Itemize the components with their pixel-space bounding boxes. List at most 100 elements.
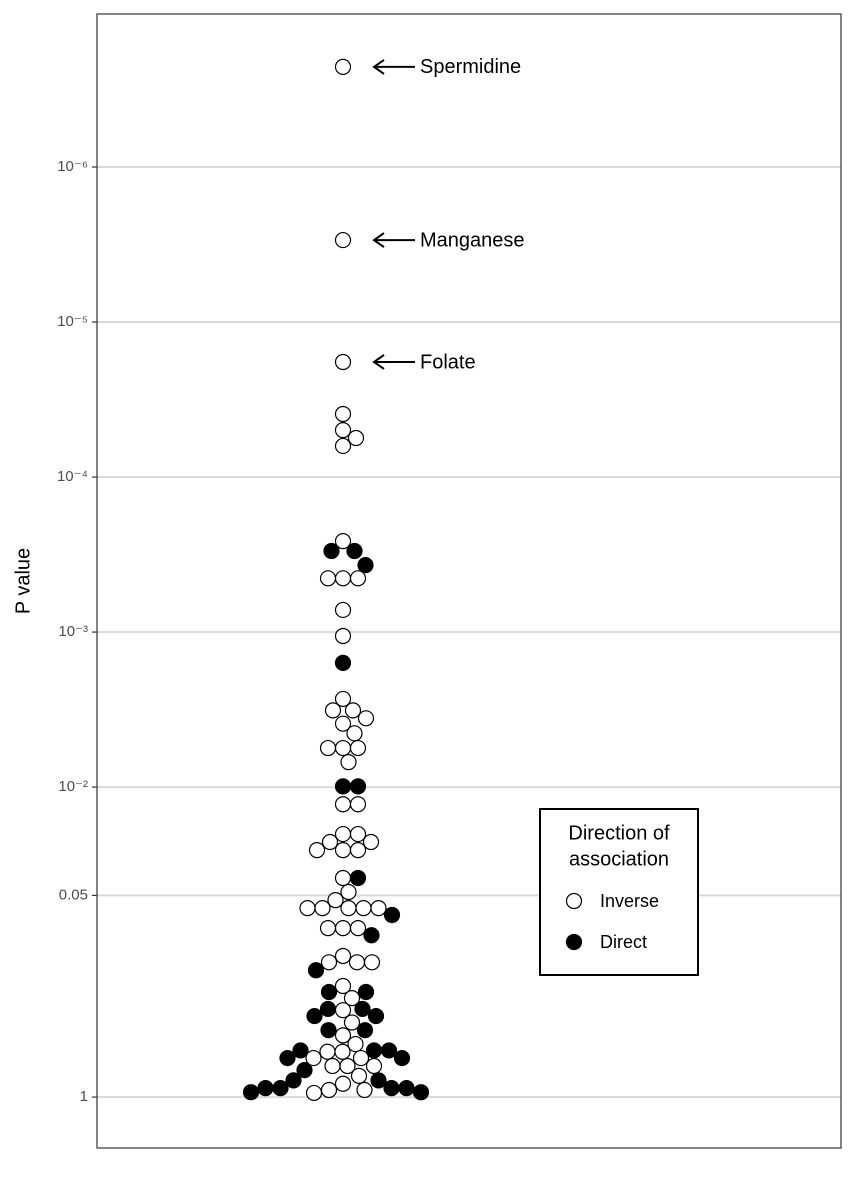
data-point (334, 947, 352, 965)
data-point (334, 422, 352, 439)
data-point (349, 920, 367, 937)
annotation-label: Spermidine (420, 56, 521, 78)
data-point (334, 570, 352, 587)
legend-marker (565, 933, 583, 951)
data-point (334, 825, 352, 843)
data-point (340, 900, 357, 917)
data-point (319, 1043, 336, 1060)
plot-frame (96, 13, 842, 1149)
legend-title: Direction of (568, 822, 670, 844)
data-point (349, 739, 367, 757)
data-point (362, 833, 380, 851)
data-point (296, 1062, 313, 1079)
data-point (363, 927, 380, 944)
data-point (349, 869, 367, 887)
data-point (343, 1014, 361, 1031)
data-point (308, 841, 326, 859)
y-tick-label: 10⁻⁶ (57, 158, 88, 175)
data-point (355, 900, 372, 917)
annotation-arrow (372, 354, 415, 370)
data-point (349, 796, 367, 813)
data-point (334, 437, 352, 455)
data-point (327, 892, 344, 909)
data-point (306, 1007, 323, 1025)
data-point (340, 753, 357, 771)
data-point (365, 1042, 383, 1059)
data-point (412, 1084, 430, 1101)
data-point (348, 954, 366, 971)
data-point (321, 833, 339, 851)
data-point (324, 1057, 341, 1075)
data-point (354, 1000, 371, 1018)
data-point (314, 900, 331, 917)
data-point (398, 1080, 415, 1097)
annotation-label: Manganese (420, 229, 525, 251)
data-point (334, 690, 352, 708)
data-point (334, 920, 352, 937)
annotation-label: Folate (420, 351, 476, 373)
data-point (334, 627, 352, 645)
data-point (334, 353, 352, 371)
data-point (340, 883, 357, 901)
data-point (346, 725, 363, 742)
data-point (352, 1049, 370, 1067)
data-point (334, 1027, 352, 1044)
data-point (349, 825, 367, 843)
data-point (349, 841, 367, 859)
y-tick-label: 1 (80, 1088, 88, 1105)
data-point (292, 1042, 309, 1059)
data-point (363, 954, 381, 971)
data-point (334, 533, 352, 550)
data-point (334, 869, 352, 887)
data-point (305, 1084, 323, 1102)
data-point (334, 654, 352, 671)
annotation-arrow (372, 232, 415, 248)
legend-marker (565, 892, 583, 910)
data-point (305, 1049, 322, 1067)
y-tick-label: 0.05 (59, 886, 88, 903)
data-point (334, 58, 352, 76)
data-point (257, 1080, 274, 1097)
data-point (356, 1081, 373, 1099)
data-point (367, 1007, 385, 1025)
data-point (334, 405, 352, 423)
annotation-arrow (372, 59, 415, 75)
data-point (349, 778, 367, 795)
y-axis-label: P value (12, 548, 34, 614)
data-point (320, 983, 338, 1001)
data-point (343, 990, 361, 1007)
data-point (319, 1000, 337, 1018)
data-point (344, 702, 362, 719)
data-point (285, 1072, 302, 1089)
data-point (334, 715, 352, 732)
data-point (334, 739, 352, 757)
data-point (334, 601, 352, 619)
data-point (357, 983, 375, 1001)
data-point (370, 1072, 387, 1089)
data-point (323, 542, 340, 560)
data-point (272, 1080, 289, 1097)
data-point (320, 1022, 337, 1039)
data-point (334, 1075, 352, 1092)
data-point (319, 739, 337, 757)
data-point (380, 1042, 398, 1059)
y-tick-label: 10⁻⁵ (57, 313, 88, 330)
data-point (299, 900, 316, 917)
data-point (346, 542, 363, 560)
y-tick-label: 10⁻⁴ (57, 468, 88, 485)
data-point (357, 710, 375, 727)
data-point (347, 429, 365, 447)
legend-label: Direct (600, 932, 647, 952)
legend-label: Inverse (600, 891, 659, 911)
data-point (383, 1080, 400, 1097)
data-point (347, 1035, 364, 1053)
data-point (319, 920, 337, 937)
data-point (319, 570, 337, 587)
data-point (370, 900, 387, 917)
y-tick-label: 10⁻³ (58, 623, 88, 640)
data-point (383, 906, 401, 924)
data-point (365, 1057, 383, 1075)
data-point (320, 1081, 338, 1099)
data-point (279, 1049, 296, 1067)
